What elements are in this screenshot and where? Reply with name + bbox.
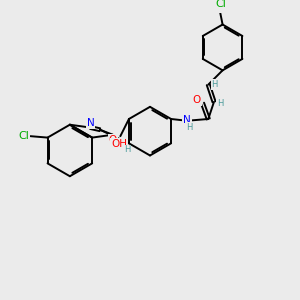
Text: O: O bbox=[109, 135, 117, 145]
Text: H: H bbox=[212, 80, 218, 89]
Text: Cl: Cl bbox=[19, 131, 29, 141]
Text: Cl: Cl bbox=[216, 0, 226, 9]
Text: N: N bbox=[87, 118, 94, 128]
Text: H: H bbox=[187, 123, 193, 132]
Text: N: N bbox=[183, 116, 191, 125]
Text: H: H bbox=[217, 99, 224, 108]
Text: O: O bbox=[193, 95, 201, 105]
Text: H: H bbox=[124, 146, 131, 154]
Text: OH: OH bbox=[111, 139, 127, 149]
